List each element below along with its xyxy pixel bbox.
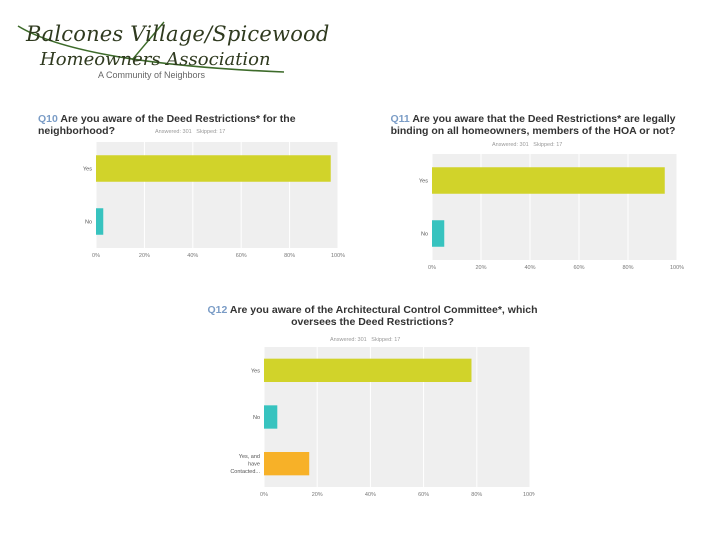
x-tick-label: 0%: [92, 253, 100, 259]
category-label: No: [421, 232, 428, 238]
q11-number: Q11: [390, 113, 410, 125]
bar-yes-and-have-contacted: [264, 452, 310, 476]
logo-swoosh: [17, 21, 285, 73]
q12-text: Are you aware of the Architectural Contr…: [229, 304, 538, 328]
q10-number: Q10: [38, 113, 58, 125]
x-tick-label: 0%: [260, 492, 268, 498]
logo-line-1: Balcones Village/Spicewood: [26, 22, 330, 46]
q12-number: Q12: [207, 304, 228, 316]
x-tick-label: 80%: [471, 492, 482, 498]
category-label: Yes: [419, 179, 428, 185]
x-tick-label: 20%: [312, 492, 323, 498]
category-label: No: [253, 415, 260, 421]
x-tick-label: 20%: [139, 253, 150, 259]
q10-chart: 0% 20% 40% 60% 80% 100% Yes No: [60, 140, 350, 265]
q12-answered: Answered: 301: [330, 337, 367, 343]
category-label: No: [85, 220, 92, 226]
bar-no: [264, 405, 278, 429]
x-tick-label: 0%: [428, 265, 436, 271]
x-tick-label: 60%: [418, 492, 429, 498]
x-tick-label: 80%: [622, 265, 633, 271]
logo-tagline: A Community of Neighbors: [98, 70, 206, 80]
x-tick-label: 60%: [236, 253, 247, 259]
category-label: Contacted...: [230, 469, 260, 475]
logo-line-2: Homeowners Association: [40, 49, 271, 70]
q12-skipped: Skipped: 17: [371, 337, 401, 343]
q12-title: Q12 Are you aware of the Architectural C…: [200, 304, 545, 328]
bar-yes: [96, 155, 331, 182]
x-tick-label: 20%: [475, 265, 486, 271]
bar-no: [432, 220, 445, 247]
x-tick-label: 80%: [284, 253, 295, 259]
category-label: Yes: [251, 368, 260, 374]
q10-skipped: Skipped: 17: [196, 129, 226, 135]
q11-meta: Answered: 301 Skipped: 17: [492, 142, 562, 148]
q12-chart: 0% 20% 40% 60% 80% 100% Yes No Yes, and haveConta…: [200, 345, 535, 505]
q11-answered: Answered: 301: [492, 142, 529, 148]
q11-skipped: Skipped: 17: [533, 142, 563, 148]
x-tick-label: 40%: [187, 253, 198, 259]
category-label: have: [248, 462, 260, 468]
q11-chart: 0% 20% 40% 60% 80% 100% Yes No: [395, 152, 685, 272]
q10-title: Q10 Are you aware of the Deed Restrictio…: [38, 113, 368, 137]
q10-text: Are you aware of the Deed Restrictions* …: [38, 113, 296, 137]
x-tick-label: 40%: [365, 492, 376, 498]
bar-no: [96, 208, 104, 235]
q12-meta: Answered: 301 Skipped: 17: [330, 337, 400, 343]
q12-chart-svg: 0% 20% 40% 60% 80% 100% Yes No Yes, and haveConta…: [230, 347, 535, 498]
hoa-logo: Balcones Village/Spicewood Homeowners As…: [14, 14, 329, 84]
q10-meta: Answered: 301 Skipped: 17: [155, 129, 225, 135]
x-tick-label: 100%: [670, 265, 684, 271]
category-label: Yes, and: [239, 454, 260, 460]
q10-chart-svg: 0% 20% 40% 60% 80% 100% Yes No: [83, 142, 345, 259]
q10-answered: Answered: 301: [155, 129, 192, 135]
bar-yes: [264, 358, 472, 382]
x-tick-label: 40%: [524, 265, 535, 271]
q11-text: Are you aware that the Deed Restrictions…: [390, 113, 676, 137]
x-tick-label: 60%: [573, 265, 584, 271]
bar-yes: [432, 167, 665, 194]
q11-chart-svg: 0% 20% 40% 60% 80% 100% Yes No: [419, 154, 684, 271]
category-label: Yes: [83, 167, 92, 173]
q11-title: Q11 Are you aware that the Deed Restrict…: [372, 113, 694, 137]
x-tick-label: 100%: [523, 492, 535, 498]
x-tick-label: 100%: [331, 253, 345, 259]
